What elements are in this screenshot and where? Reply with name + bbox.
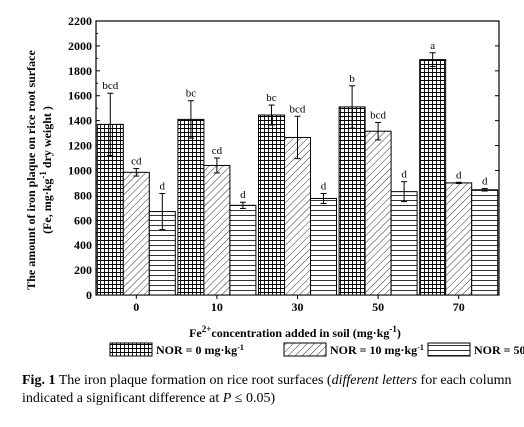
x-tick-label: 70 — [453, 300, 465, 314]
y-axis-title-line2: (Fe, mg·kg-1 dry weight ) — [38, 106, 54, 234]
significance-letter: d — [240, 189, 246, 201]
y-tick-label: 0 — [86, 288, 92, 302]
plot-area: 0 200 400 600 800 1000 1200 1400 1600 1800 2000 220… — [68, 14, 500, 314]
significance-letter: a — [430, 40, 435, 52]
significance-letter: cd — [131, 156, 142, 168]
caption-text-2: for each column indicated a significant … — [22, 373, 512, 406]
significance-letter: d — [482, 176, 488, 188]
y-tick-label: 200 — [74, 263, 92, 277]
bar — [419, 59, 447, 296]
legend-label: NOR = 50 mg·kg-1 — [474, 343, 524, 357]
caption-text-3: ≤ 0.05) — [231, 391, 276, 406]
legend-swatch — [427, 342, 471, 357]
significance-letter: cd — [212, 145, 223, 157]
significance-letter: bc — [186, 88, 197, 100]
significance-letter: d — [160, 180, 166, 192]
caption-italic: different letters — [331, 373, 418, 388]
y-tick-label: 1000 — [68, 163, 92, 177]
x-tick-label: 10 — [211, 300, 223, 314]
x-tick-label: 30 — [292, 300, 304, 314]
y-tick-label: 2000 — [68, 39, 92, 53]
bar — [258, 114, 285, 296]
bar — [390, 191, 418, 296]
significance-letter: b — [349, 73, 355, 85]
caption-p: P — [222, 391, 232, 406]
caption-text-1: The iron plaque formation on rice root s… — [55, 373, 332, 388]
significance-letter: bcd — [370, 110, 386, 122]
bar — [338, 106, 366, 296]
y-tick-label: 600 — [74, 213, 92, 227]
bar — [284, 136, 311, 296]
y-tick-label: 400 — [74, 238, 92, 252]
chart: 0 200 400 600 800 1000 1200 1400 1600 1800 2000 220… — [24, 14, 524, 357]
significance-letter: d — [456, 169, 462, 181]
bar — [471, 189, 499, 296]
y-tick-label: 1600 — [68, 89, 92, 103]
bar — [122, 171, 150, 296]
y-tick-label: 1200 — [68, 139, 92, 153]
y-tick-label: 2200 — [68, 14, 92, 28]
legend-swatch — [283, 342, 327, 357]
bar — [310, 197, 337, 296]
significance-letter: bcd — [290, 103, 306, 115]
figure-label: Fig. 1 — [22, 373, 56, 388]
y-tick-label: 1800 — [68, 64, 92, 78]
legend-label: NOR = 0 mg·kg-1 — [156, 343, 244, 357]
bar — [364, 130, 392, 296]
significance-letter: d — [321, 180, 327, 192]
bar — [177, 118, 205, 296]
significance-letter: bcd — [102, 80, 118, 92]
significance-letter: d — [401, 169, 407, 181]
significance-letter: bc — [266, 92, 277, 104]
legend: NOR = 0 mg·kg-1 NOR = 10 mg·kg-1 NOR = 50 … — [109, 342, 524, 357]
y-tick-label: 800 — [74, 188, 92, 202]
legend-swatch — [109, 342, 153, 357]
figure-caption: Fig. 1 The iron plaque formation on rice… — [22, 372, 512, 408]
x-tick-label: 0 — [133, 300, 139, 314]
bar — [229, 204, 257, 296]
y-tick-label: 1400 — [68, 114, 92, 128]
x-axis-title: Fe2+concentration added in soil (mg·kg-1… — [189, 324, 401, 340]
x-tick-label: 50 — [372, 300, 384, 314]
bar — [445, 182, 473, 296]
legend-label: NOR = 10 mg·kg-1 — [330, 343, 424, 357]
y-axis-title-line1: The amount of iron plaque on rice root s… — [24, 50, 38, 290]
bar — [203, 164, 231, 296]
